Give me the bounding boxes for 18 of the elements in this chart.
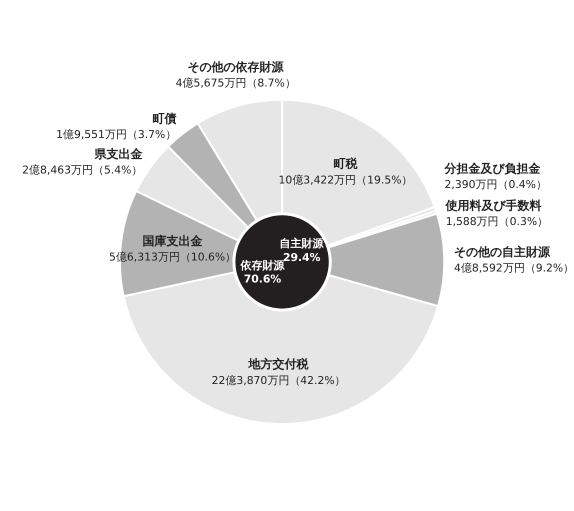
slice-label: 町債 (152, 111, 176, 126)
slice-label: その他の依存財源 (188, 60, 285, 74)
data-label: 4億5,675万円（8.7%） (176, 76, 296, 90)
slice-label: 国庫支出金 (142, 234, 204, 248)
data-label: 22億3,870万円（42.2%） (212, 374, 346, 387)
slice-label: 使用料及び手数料 (444, 198, 542, 212)
slice-label: 分担金及び負担金 (444, 161, 542, 176)
slice-label: その他の自主財源 (454, 244, 551, 259)
slice-label: 県支出金 (93, 146, 144, 161)
data-label: 4億8,592万円（9.2%） (454, 262, 574, 275)
data-label: 10億3,422万円（19.5%） (278, 173, 412, 186)
data-label: 1,588万円（0.3%） (446, 215, 548, 228)
slice-label: 地方交付税 (248, 357, 310, 372)
data-label: 1億9,551万円（3.7%） (56, 128, 176, 142)
data-label: 2億8,463万円（5.4%） (22, 164, 142, 177)
slice-label: 町税 (333, 156, 358, 171)
data-label: 5億6,313万円（10.6%） (109, 250, 236, 264)
data-label: 2,390万円（0.4%） (444, 178, 547, 192)
